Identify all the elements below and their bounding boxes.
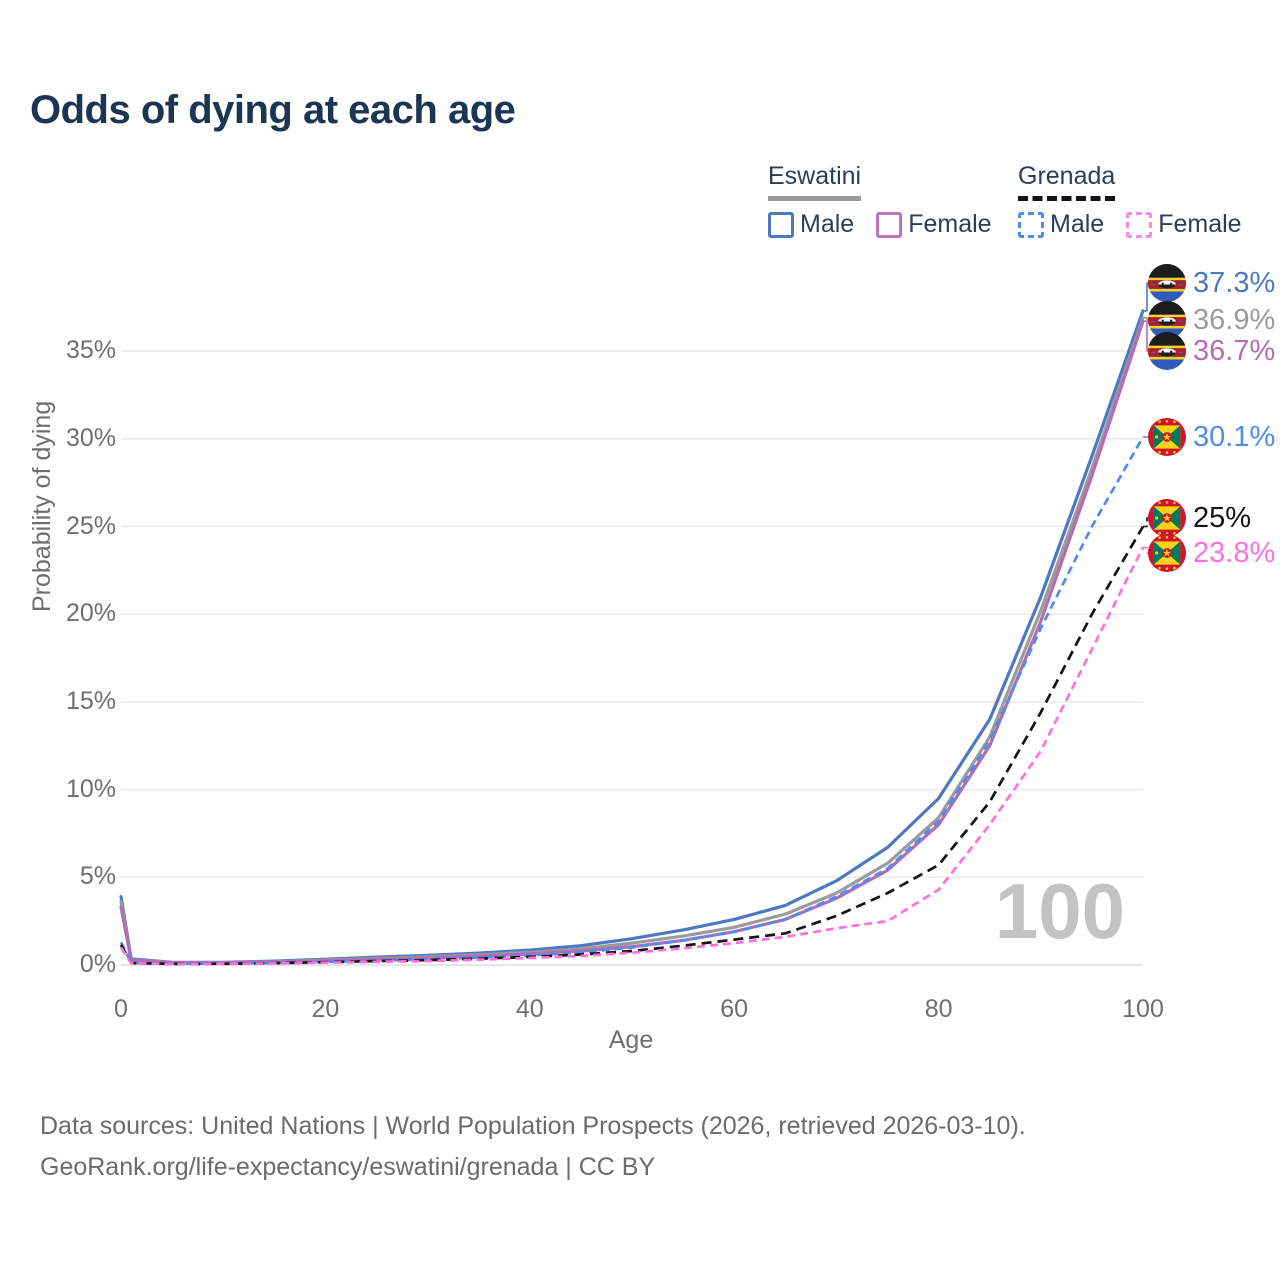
end-label-value: 36.9% [1193,303,1276,336]
series-line-eswatini-both [119,316,1145,965]
y-tick-25: 25% [65,511,116,540]
end-label-eswatini-both: 36.9% [1148,301,1275,339]
series-line-eswatini-male [119,309,1145,965]
x-tick-40: 40 [515,995,544,1023]
x-tick-0: 0 [114,995,128,1023]
series-line-eswatini-female [119,319,1145,965]
end-label-grenada-male: ★ 30.1% [1148,418,1275,456]
grenada-male-checkbox[interactable] [1018,211,1044,238]
end-label-grenada-female: ★ 23.8% [1148,534,1275,572]
legend-item-grenada-female[interactable]: Female [1126,210,1242,239]
eswatini-flag-icon [1148,301,1186,339]
footer-data-sources: Data sources: United Nations | World Pop… [40,1112,1026,1140]
end-label-connector-grenada-both [1143,517,1151,528]
legend-group-eswatini: Eswatini Male Female [768,162,992,239]
y-tick-0: 0% [79,950,116,978]
y-tick-20: 20% [65,599,116,628]
x-tick-60: 60 [720,995,749,1023]
grenada-female-checkbox[interactable] [1126,211,1153,238]
end-label-eswatini-male: 37.3% [1148,264,1275,302]
legend-group-title-grenada[interactable]: Grenada [1018,162,1116,201]
legend-items-grenada: Male Female [1018,210,1242,239]
y-tick-5: 5% [79,862,116,891]
x-tick-100: 100 [1122,995,1164,1023]
legend-item-label: Male [1050,210,1105,238]
legend-item-label: Male [800,210,855,238]
x-axis-title: Age [608,1026,654,1054]
end-label-value: 23.8% [1193,536,1276,569]
y-tick-35: 35% [65,336,116,365]
legend-items-eswatini: Male Female [768,210,992,239]
footer-attribution: GeoRank.org/life-expectancy/eswatini/gre… [40,1152,656,1181]
legend-item-eswatini-male[interactable]: Male [768,210,854,239]
svg-text:★: ★ [1162,513,1172,525]
age-watermark: 100 [994,867,1125,955]
eswatini-male-checkbox[interactable] [768,211,794,238]
chart-title: Odds of dying at each age [30,88,516,132]
legend-group-title-eswatini[interactable]: Eswatini [768,162,862,201]
end-label-value: 37.3% [1193,266,1276,299]
y-tick-10: 10% [65,774,116,803]
end-label-eswatini-female: 36.7% [1148,332,1275,370]
end-label-value: 25% [1193,501,1252,534]
grenada-flag-icon: ★ [1148,418,1186,456]
x-tick-80: 80 [924,995,953,1023]
grenada-flag-icon: ★ [1148,534,1186,572]
series-line-grenada-female [119,546,1145,966]
y-tick-30: 30% [65,423,116,452]
legend-group-grenada: Grenada Male Female [1018,162,1242,239]
svg-text:★: ★ [1162,432,1172,444]
footer: Data sources: United Nations | World Pop… [40,1106,1026,1187]
y-tick-15: 15% [65,686,116,715]
legend-item-grenada-male[interactable]: Male [1018,210,1104,239]
x-tick-20: 20 [311,995,340,1023]
eswatini-female-checkbox[interactable] [876,211,903,238]
end-label-value: 36.7% [1193,334,1276,367]
legend-item-label: Female [1158,210,1242,238]
series-line-grenada-male [119,436,1145,966]
grenada-flag-icon: ★ [1148,499,1186,537]
end-label-value: 30.1% [1193,420,1276,453]
legend-item-eswatini-female[interactable]: Female [876,210,992,239]
legend-item-label: Female [908,210,992,238]
eswatini-flag-icon [1148,332,1186,370]
end-label-grenada-both: ★ 25% [1148,499,1251,537]
svg-text:★: ★ [1162,548,1172,560]
series-line-grenada-both [119,525,1145,966]
eswatini-flag-icon [1148,264,1186,302]
